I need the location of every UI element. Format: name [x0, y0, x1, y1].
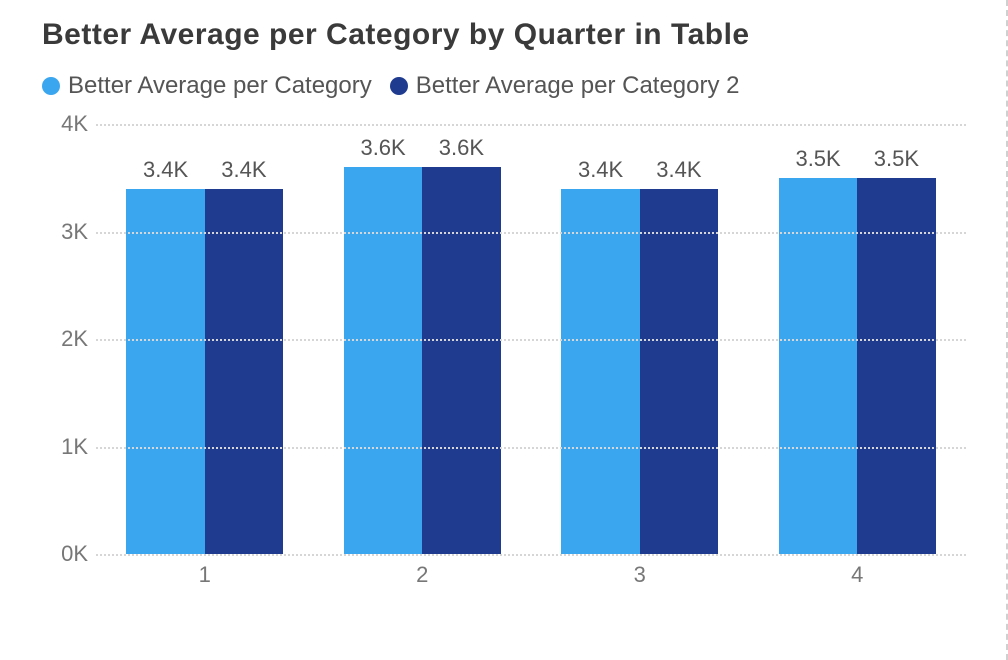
x-tick-label: 3 — [634, 562, 646, 588]
x-tick-label: 1 — [199, 562, 211, 588]
chart-card: Better Average per Category by Quarter i… — [0, 0, 1008, 660]
bar: 3.4K — [126, 189, 204, 555]
bar-value-label: 3.6K — [344, 135, 422, 161]
legend-label: Better Average per Category — [68, 72, 372, 100]
x-tick-label: 2 — [416, 562, 428, 588]
y-tick-label: 2K — [40, 326, 88, 352]
bar: 3.4K — [561, 189, 639, 555]
plot: 3.4K3.4K3.6K3.6K3.4K3.4K3.5K3.5K 0K1K2K3… — [96, 124, 966, 554]
chart-title: Better Average per Category by Quarter i… — [42, 18, 966, 52]
bar-value-label: 3.4K — [205, 157, 283, 183]
bar: 3.5K — [779, 178, 857, 554]
y-tick-label: 0K — [40, 541, 88, 567]
bar-value-label: 3.5K — [857, 146, 935, 172]
bar-value-label: 3.4K — [561, 157, 639, 183]
bar-value-label: 3.5K — [779, 146, 857, 172]
bar-value-label: 3.4K — [640, 157, 718, 183]
x-axis: 1234 — [96, 554, 966, 584]
legend-dot-icon — [42, 77, 60, 95]
x-tick-label: 4 — [851, 562, 863, 588]
gridline — [96, 339, 966, 341]
gridline — [96, 124, 966, 126]
bar: 3.5K — [857, 178, 935, 554]
bar-value-label: 3.4K — [126, 157, 204, 183]
bar-value-label: 3.6K — [422, 135, 500, 161]
y-tick-label: 4K — [40, 111, 88, 137]
plot-area: 3.4K3.4K3.6K3.6K3.4K3.4K3.5K3.5K 0K1K2K3… — [96, 124, 966, 584]
gridline — [96, 232, 966, 234]
bar: 3.6K — [422, 167, 500, 554]
legend-dot-icon — [390, 77, 408, 95]
chart-legend: Better Average per Category Better Averag… — [42, 72, 966, 100]
legend-item-1: Better Average per Category 2 — [390, 72, 740, 100]
legend-item-0: Better Average per Category — [42, 72, 372, 100]
bar: 3.4K — [640, 189, 718, 555]
legend-label: Better Average per Category 2 — [416, 72, 740, 100]
gridline — [96, 447, 966, 449]
y-tick-label: 1K — [40, 434, 88, 460]
y-tick-label: 3K — [40, 219, 88, 245]
bar: 3.4K — [205, 189, 283, 555]
bar: 3.6K — [344, 167, 422, 554]
